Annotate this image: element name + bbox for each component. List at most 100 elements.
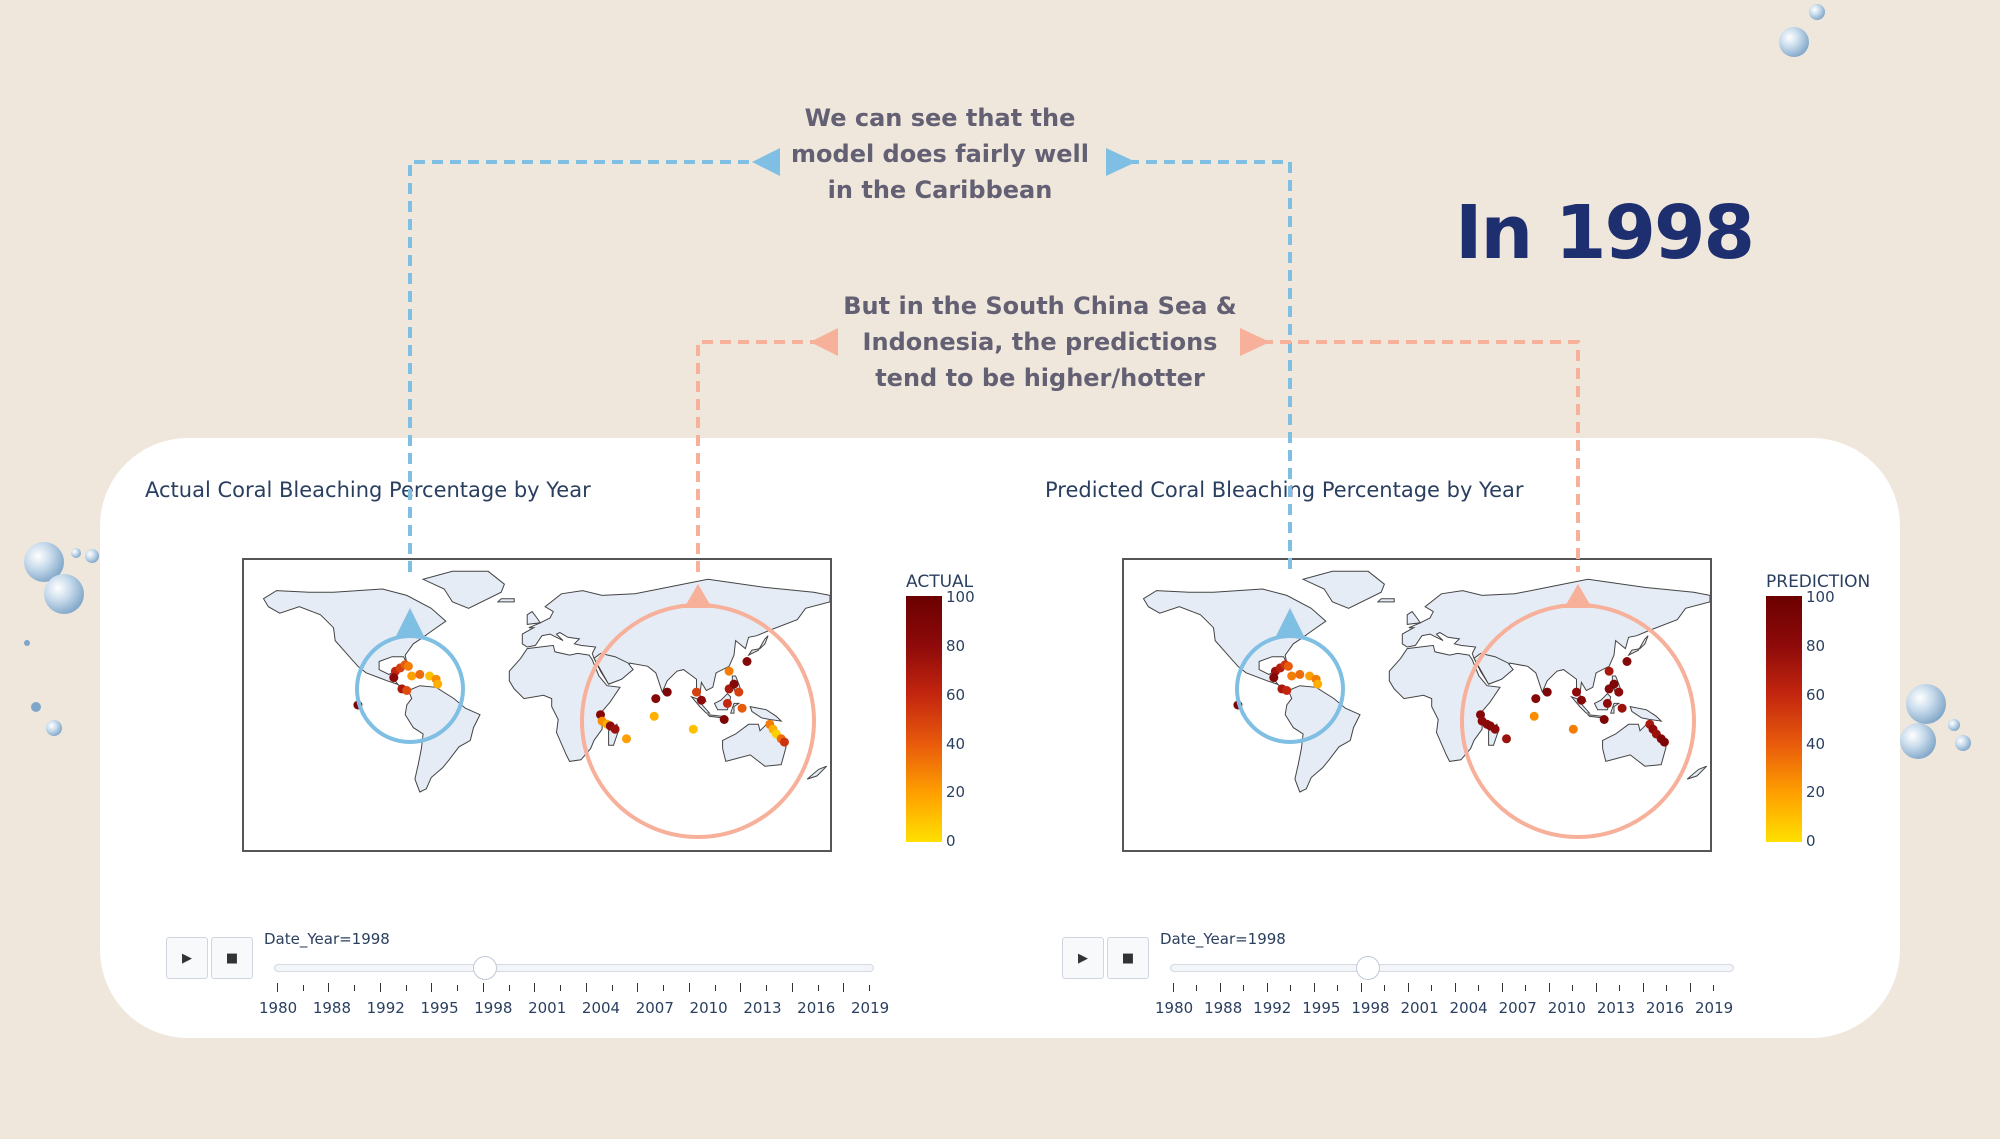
slider-year-label: 2007: [635, 999, 674, 1017]
predicted-slider-handle[interactable]: [1356, 956, 1380, 980]
reef-point: [742, 657, 752, 666]
actual-stop-button[interactable]: ■: [211, 937, 253, 979]
colorbar-tick: 40: [1806, 735, 1826, 753]
reef-point: [1282, 686, 1292, 695]
blue-arrowhead: [1106, 148, 1136, 176]
reef-point: [734, 687, 744, 697]
blue-arrowhead: [1276, 608, 1304, 636]
slider-tick: [1478, 985, 1480, 991]
actual-slider-track[interactable]: [274, 964, 874, 972]
colorbar-tick: 0: [946, 832, 956, 850]
slider-tick: [354, 985, 356, 991]
slider-year-label: 2004: [1449, 999, 1488, 1017]
colorbar-tick: 100: [946, 588, 975, 606]
reef-point: [1659, 737, 1669, 747]
slider-tick: [1173, 983, 1174, 992]
slider-year-label: 1988: [1204, 999, 1243, 1017]
actual-chart-title: Actual Coral Bleaching Percentage by Yea…: [145, 478, 591, 502]
slider-tick: [277, 983, 278, 992]
landmass-sulawesi: [730, 702, 741, 714]
slider-year-label: 2019: [1695, 999, 1734, 1017]
colorbar-tick: 100: [1806, 588, 1835, 606]
reef-point: [692, 687, 701, 697]
reef-point: [1529, 711, 1539, 721]
reef-point: [1490, 724, 1500, 734]
reef-point: [729, 679, 739, 689]
slider-tick: [328, 983, 330, 992]
slider-tick: [611, 985, 613, 991]
slider-tick: [663, 985, 665, 991]
colorbar-tick: 0: [1806, 832, 1816, 850]
predicted-slider-track[interactable]: [1170, 964, 1734, 972]
reef-point: [724, 666, 734, 676]
droplet: [1900, 723, 1936, 759]
reef-point: [1269, 673, 1279, 683]
caribbean-highlight-circle: [355, 634, 465, 744]
predicted-stop-button[interactable]: ■: [1107, 937, 1149, 979]
reef-point: [1572, 687, 1581, 697]
slider-tick: [1407, 983, 1409, 992]
landmass-iceland: [1376, 598, 1395, 603]
reef-point: [403, 661, 413, 671]
salmon-arrowhead: [1564, 584, 1592, 608]
landmass-new-guinea: [749, 705, 783, 722]
slider-tick: [1266, 983, 1268, 992]
landmass-sumatra: [690, 695, 711, 714]
slider-tick: [585, 983, 587, 992]
slider-tick: [1337, 985, 1339, 991]
reef-point: [651, 694, 661, 704]
predicted-world-map: [1142, 570, 1710, 793]
slider-year-label: 1995: [1302, 999, 1341, 1017]
reef-point: [415, 669, 425, 679]
caribbean-highlight-circle: [1235, 634, 1345, 744]
actual-world-map: [262, 570, 830, 793]
reef-point: [1609, 679, 1619, 689]
actual-play-button[interactable]: ▶: [166, 937, 208, 979]
slider-tick: [508, 985, 510, 991]
droplet: [46, 720, 62, 736]
droplet: [1948, 719, 1960, 731]
slider-tick: [1713, 985, 1714, 991]
landmass-new-zealand: [1686, 765, 1708, 780]
slider-tick: [534, 983, 536, 992]
reef-point: [610, 724, 620, 734]
slider-tick: [688, 983, 690, 992]
slider-year-label: 2010: [689, 999, 728, 1017]
predicted-map[interactable]: [1122, 558, 1712, 852]
reef-point: [1313, 679, 1323, 689]
droplet: [1906, 684, 1946, 724]
slider-tick: [817, 985, 819, 991]
colorbar-tick: 60: [1806, 686, 1826, 704]
reef-point: [1602, 698, 1612, 708]
predicted-slider-label: Date_Year=1998: [1160, 930, 1286, 948]
landmass-new-guinea: [1629, 705, 1663, 722]
slider-tick: [1360, 983, 1362, 992]
caribbean-callout: We can see that the model does fairly we…: [791, 104, 1089, 204]
slider-tick: [1548, 983, 1550, 992]
reef-point: [1622, 657, 1632, 666]
landmass-north-america: [262, 588, 447, 691]
slider-tick: [1431, 985, 1433, 991]
slider-year-label: 2013: [1596, 999, 1635, 1017]
slider-year-label: 2007: [1498, 999, 1537, 1017]
predicted-play-button[interactable]: ▶: [1062, 937, 1104, 979]
reef-point: [779, 737, 789, 747]
droplet: [71, 548, 81, 558]
landmass-uk: [1406, 610, 1422, 625]
actual-map[interactable]: [242, 558, 832, 852]
landmass-iceland: [496, 598, 515, 603]
reef-point: [1283, 661, 1293, 671]
slider-year-label: 1980: [1155, 999, 1194, 1017]
slider-tick: [1219, 983, 1221, 992]
reef-point: [1542, 687, 1552, 697]
slider-tick: [1290, 985, 1292, 991]
slider-tick: [1642, 983, 1644, 992]
reef-point: [1502, 734, 1511, 744]
reef-point: [1531, 694, 1541, 704]
reef-point: [722, 698, 732, 708]
droplet: [44, 574, 84, 614]
slider-tick: [1619, 985, 1621, 991]
slider-year-label: 2016: [1645, 999, 1685, 1017]
actual-slider-handle[interactable]: [473, 956, 497, 980]
